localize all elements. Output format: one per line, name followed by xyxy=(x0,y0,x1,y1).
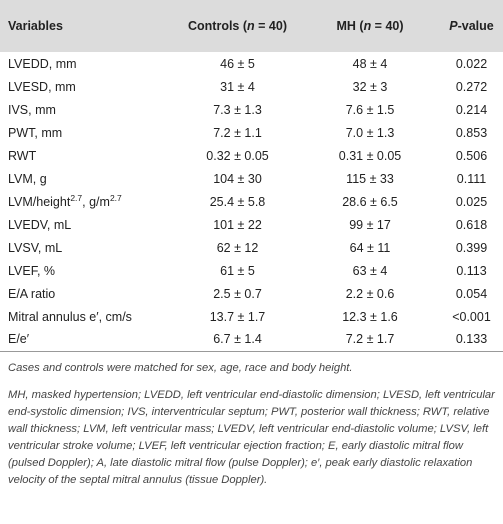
table-cell: 13.7 ± 1.7 xyxy=(209,309,266,324)
table-row: Mitral annulus e′, cm/s 13.7 ± 1.7 12.3 ± … xyxy=(0,305,503,328)
table-row: PWT, mm 7.2 ± 1.1 7.0 ± 1.3 0.853 xyxy=(0,121,503,144)
data-table: Variables Controls (n = 40) MH (n = 40) P-v… xyxy=(0,0,503,352)
table-cell: LVM/height2.7, g/m2.7 xyxy=(0,190,175,213)
table-row: LVESD, mm 31 ± 4 32 ± 3 0.272 xyxy=(0,75,503,98)
text-segment: , g/m xyxy=(82,194,110,209)
text-segment: 2.7 xyxy=(70,192,83,203)
table-cell: 0.272 xyxy=(455,79,488,94)
table-cell: 0.025 xyxy=(455,194,488,209)
table-cell: 12.3 ± 1.6 xyxy=(342,309,398,324)
table-cell: 48 ± 4 xyxy=(352,56,388,71)
header-row: Variables Controls (n = 40) MH (n = 40) P-v… xyxy=(0,0,503,52)
table-cell: 0.113 xyxy=(456,263,487,278)
table-cell: 25.4 ± 5.8 xyxy=(209,194,266,209)
table-cell: 0.054 xyxy=(455,286,488,301)
table-cell: 61 ± 5 xyxy=(220,263,255,278)
footnote: Cases and controls were matched for sex,… xyxy=(8,361,353,374)
table-row: IVS, mm 7.3 ± 1.3 7.6 ± 1.5 0.214 xyxy=(0,98,503,121)
table-cell: 104 ± 30 xyxy=(213,171,262,186)
table-cell: 0.111 xyxy=(456,171,487,186)
text-segment: MH ( xyxy=(336,19,364,33)
table-cell: 7.6 ± 1.5 xyxy=(345,102,395,117)
table-cell: 0.618 xyxy=(455,217,488,232)
table-cell: 0.31 ± 0.05 xyxy=(338,148,402,163)
table-cell: 28.6 ± 6.5 xyxy=(342,194,398,209)
table-body: LVEDD, mm 46 ± 5 48 ± 4 0.022 LVESD, mm 31 ± … xyxy=(0,52,503,352)
table-header: Variables Controls (n = 40) MH (n = 40) P-v… xyxy=(0,0,503,52)
header-cell: Variables xyxy=(0,0,175,52)
table-cell: Mitral annulus e′, cm/s xyxy=(8,309,132,324)
table-cell: 7.0 ± 1.3 xyxy=(345,125,395,140)
table-row: E/A ratio 2.5 ± 0.7 2.2 ± 0.6 0.054 xyxy=(0,282,503,305)
table-cell: LVM, g xyxy=(8,171,47,186)
text-segment: = 40) xyxy=(254,19,287,33)
table-cell: 7.2 ± 1.1 xyxy=(213,125,262,140)
table-cell: 0.853 xyxy=(455,125,488,140)
table-cell: <0.001 xyxy=(452,309,491,324)
footnote: MH, masked hypertension; LVEDD, left ven… xyxy=(8,388,495,486)
table-cell: 0.506 xyxy=(455,148,488,163)
text-segment: LVM/height xyxy=(8,194,71,209)
text-segment: n xyxy=(363,19,372,33)
text-segment: Variables xyxy=(8,19,63,33)
text-segment: = 40) xyxy=(371,19,404,33)
table-cell: 0.399 xyxy=(455,240,488,255)
table-cell: 63 ± 4 xyxy=(352,263,388,278)
table-cell: LVEDD, mm xyxy=(8,56,77,71)
text-segment: -value xyxy=(457,19,494,33)
table-cell: 2.5 ± 0.7 xyxy=(213,286,262,301)
header-cell: P-value xyxy=(440,0,503,52)
table-row: LVEF, % 61 ± 5 63 ± 4 0.113 xyxy=(0,259,503,282)
table-cell: 62 ± 12 xyxy=(216,240,259,255)
table-cell: 0.214 xyxy=(455,102,488,117)
table-cell: 6.7 ± 1.4 xyxy=(175,328,300,352)
table-cell: 0.022 xyxy=(455,56,488,71)
table-cell: 99 ± 17 xyxy=(349,217,391,232)
footnotes: Cases and controls were matched for sex,… xyxy=(0,352,503,489)
table-row: LVSV, mL 62 ± 12 64 ± 11 0.399 xyxy=(0,236,503,259)
table-cell: 7.3 ± 1.3 xyxy=(213,102,262,117)
text-segment: Controls ( xyxy=(188,19,248,33)
table-cell: 115 ± 33 xyxy=(346,171,394,186)
table-cell: PWT, mm xyxy=(8,125,63,140)
table-cell: E/e′ xyxy=(0,328,175,352)
table-cell: 64 ± 11 xyxy=(349,240,391,255)
text-segment: 2.7 xyxy=(109,192,122,203)
table-cell: E/A ratio xyxy=(8,286,56,301)
table-cell: 101 ± 22 xyxy=(213,217,262,232)
table-cell: IVS, mm xyxy=(8,102,56,117)
table-cell: LVSV, mL xyxy=(8,240,63,255)
table-row: RWT 0.32 ± 0.05 0.31 ± 0.05 0.506 xyxy=(0,144,503,167)
table-cell: RWT xyxy=(8,148,37,163)
table-cell: 0.32 ± 0.05 xyxy=(206,148,269,163)
table-cell: 7.2 ± 1.7 xyxy=(300,328,440,352)
header-cell: Controls (n = 40) xyxy=(175,0,300,52)
table-cell: LVEF, % xyxy=(8,263,56,278)
table-cell: LVEDV, mL xyxy=(8,217,72,232)
table-cell: 31 ± 4 xyxy=(220,79,255,94)
table-row: LVEDD, mm 46 ± 5 48 ± 4 0.022 xyxy=(0,52,503,75)
table-cell: 2.2 ± 0.6 xyxy=(345,286,395,301)
table-row: LVEDV, mL 101 ± 22 99 ± 17 0.618 xyxy=(0,213,503,236)
table-cell: LVESD, mm xyxy=(8,79,76,94)
header-cell: MH (n = 40) xyxy=(300,0,440,52)
table-cell: 32 ± 3 xyxy=(352,79,388,94)
table-cell: 46 ± 5 xyxy=(220,56,255,71)
text-segment: P xyxy=(449,19,458,33)
table-row: LVM, g 104 ± 30 115 ± 33 0.111 xyxy=(0,167,503,190)
table-row: E/e′ 6.7 ± 1.4 7.2 ± 1.7 0.133 xyxy=(0,328,503,352)
text-segment: n xyxy=(247,19,255,33)
table-row: LVM/height2.7, g/m2.7 25.4 ± 5.8 28.6 ± 6.… xyxy=(0,190,503,213)
table-cell: 0.133 xyxy=(440,328,503,352)
